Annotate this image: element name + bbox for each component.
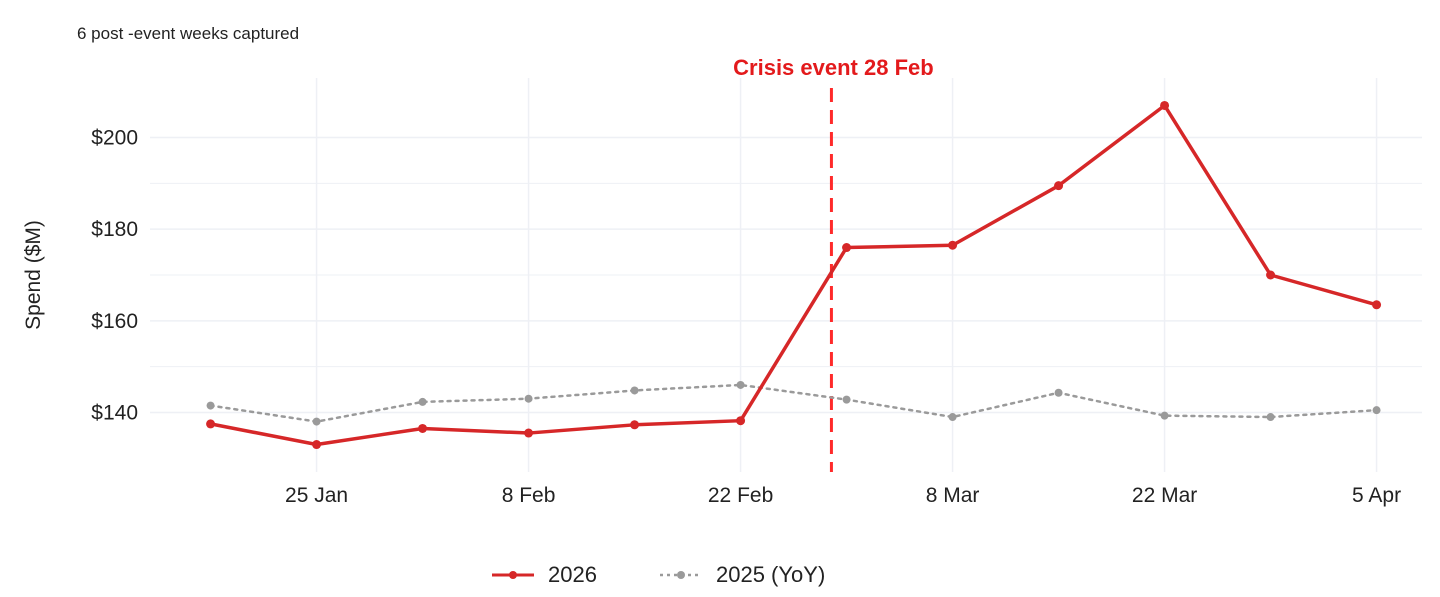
series-2026-point <box>736 416 746 426</box>
legend-item-2026: 2026 <box>490 557 597 593</box>
x-tick-label: 22 Feb <box>708 484 773 507</box>
legend-item-2025: 2025 (YoY) <box>658 557 825 593</box>
series-2025-point <box>1160 411 1169 420</box>
y-tick-label: $140 <box>91 401 138 424</box>
x-tick-label: 5 Apr <box>1352 484 1401 507</box>
event-marker: Crisis event 28 Feb <box>733 55 934 472</box>
series-2025 <box>206 380 1381 426</box>
y-tick-label: $200 <box>91 127 138 150</box>
y-axis: $140 $160 $180 $200 <box>91 127 138 425</box>
series-2025-point <box>312 417 321 426</box>
series-2025-point <box>524 394 533 403</box>
series-2025-point <box>736 380 745 389</box>
series-2025-point <box>206 401 215 410</box>
line-chart: Crisis event 28 Feb $140 $160 $180 $200 25 … <box>22 55 1422 507</box>
series-2026-point <box>1372 300 1382 310</box>
series-2026-point <box>418 423 428 433</box>
y-tick-label: $160 <box>91 310 138 333</box>
x-axis: 25 Jan 8 Feb 22 Feb 8 Mar 22 Mar 5 Apr <box>285 484 1401 507</box>
series-2025-point <box>1266 413 1275 422</box>
series-2026-point <box>842 243 852 253</box>
series-2025-point <box>630 386 639 395</box>
legend-label-2026: 2026 <box>548 562 597 587</box>
x-tick-label: 22 Mar <box>1132 484 1197 507</box>
series-2026-point <box>630 420 640 430</box>
series-2025-point <box>842 395 851 404</box>
series-2026-point <box>1160 100 1170 110</box>
series-2026-point <box>524 428 534 438</box>
chart-subtitle: 6 post -event weeks captured <box>77 24 300 43</box>
series-2025-point <box>1054 388 1063 397</box>
series-2026-point <box>1054 181 1064 191</box>
x-tick-label: 8 Mar <box>926 484 980 507</box>
series-2025-point <box>948 413 957 422</box>
legend-line-dotted-icon <box>660 571 702 579</box>
legend: 2026 2025 (YoY) <box>0 557 1440 593</box>
series-2026 <box>206 100 1382 450</box>
legend-line-solid-icon <box>492 571 534 579</box>
series-2025-point <box>1372 406 1381 415</box>
series-2026-line <box>208 103 1379 447</box>
series-2026-point <box>206 419 216 429</box>
series-2025-line <box>209 383 1378 423</box>
series-2025-point <box>418 397 427 406</box>
series-2026-point <box>1266 270 1276 280</box>
y-tick-label: $180 <box>91 218 138 241</box>
x-tick-label: 8 Feb <box>502 484 556 507</box>
x-tick-label: 25 Jan <box>285 484 348 507</box>
grid <box>150 78 1422 472</box>
legend-label-2025-yoy: 2025 (YoY) <box>716 562 826 587</box>
series-2026-point <box>312 440 322 450</box>
series-group <box>206 100 1382 450</box>
event-label: Crisis event 28 Feb <box>733 55 934 80</box>
series-2026-point <box>948 240 958 250</box>
y-axis-title: Spend ($M) <box>22 220 45 330</box>
